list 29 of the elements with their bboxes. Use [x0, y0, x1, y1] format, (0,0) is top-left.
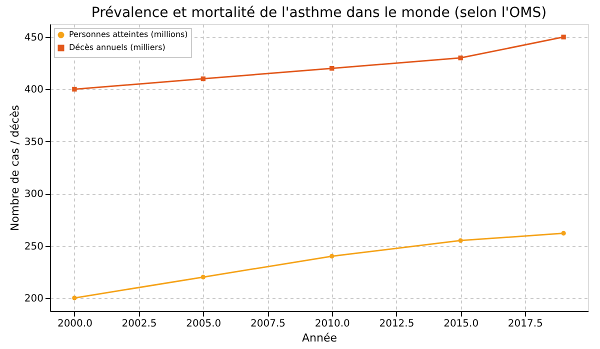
x-tick-label: 2005.0 [186, 318, 222, 330]
x-tick-label: 2015.0 [444, 318, 479, 330]
x-tick-label: 2010.0 [314, 318, 350, 330]
y-tick-label: 450 [24, 32, 44, 44]
point [458, 56, 463, 60]
point [72, 296, 77, 300]
y-tick-label: 350 [24, 136, 44, 148]
legend-label: Décès annuels (milliers) [69, 43, 166, 52]
chart-title: Prévalence et mortalité de l'asthme dans le monde (selon l'OMS) [91, 5, 547, 21]
y-axis-title: Nombre de cas / décès [8, 104, 22, 231]
x-tick-label: 2007.5 [250, 318, 286, 330]
x-tick-label: 2002.5 [122, 318, 157, 330]
x-tick-label: 2012.5 [379, 318, 414, 330]
point [72, 86, 77, 92]
y-tick-label: 300 [24, 189, 44, 200]
point [561, 230, 566, 236]
point [330, 66, 334, 71]
point [200, 76, 206, 82]
legend-label: Personnes atteintes (millions) [69, 30, 188, 39]
x-axis-title: Année [302, 332, 338, 344]
point [458, 238, 463, 243]
point [330, 254, 334, 259]
x-tick-label: 2017.5 [508, 318, 543, 330]
y-tick-label: 200 [24, 293, 44, 304]
x-tick-label: 2000.0 [57, 318, 92, 330]
point [200, 274, 206, 280]
y-tick-label: 250 [24, 241, 44, 252]
point [561, 34, 566, 40]
y-tick-label: 400 [24, 84, 44, 96]
